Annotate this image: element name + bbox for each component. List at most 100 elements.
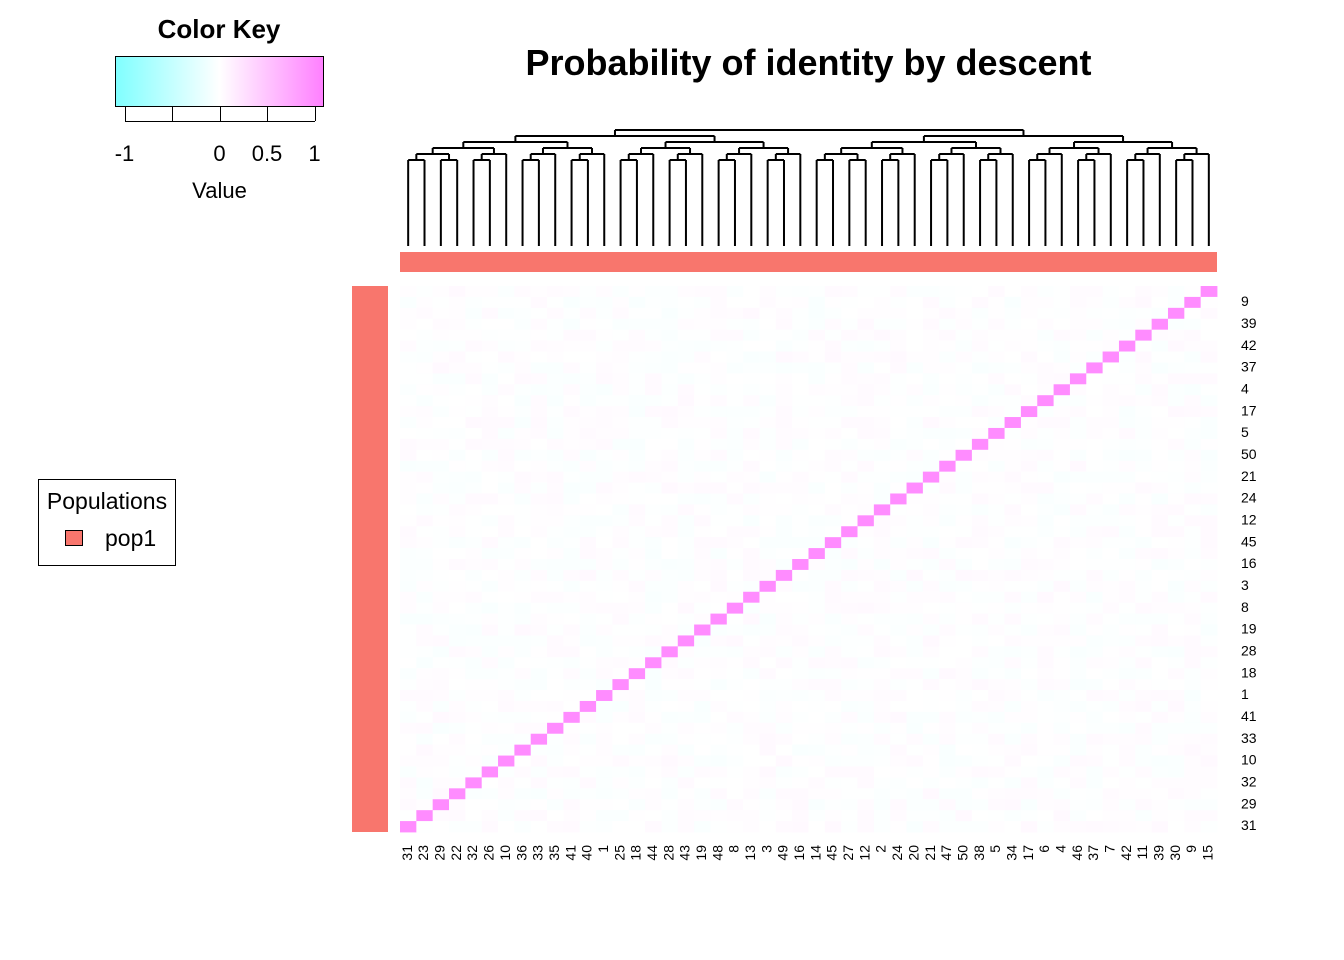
heatmap-cell <box>775 624 793 636</box>
heatmap-cell <box>481 307 499 320</box>
heatmap-cell <box>955 438 973 451</box>
heatmap-cell <box>890 504 907 516</box>
heatmap-cell <box>1151 733 1169 746</box>
heatmap-cell <box>579 777 597 789</box>
heatmap-cell <box>873 810 891 822</box>
heatmap-cell <box>694 559 711 571</box>
heatmap-cell <box>808 766 826 778</box>
heatmap-cell <box>988 318 1005 331</box>
heatmap-cell <box>645 373 662 385</box>
heatmap-cell <box>1086 307 1104 320</box>
heatmap-cell <box>432 438 450 451</box>
heatmap-cell <box>792 635 809 647</box>
heatmap-cell <box>971 548 989 560</box>
heatmap-cell <box>922 526 940 538</box>
heatmap-cell <box>1135 722 1153 735</box>
column-label: 16 <box>791 845 807 861</box>
heatmap-cell <box>759 460 777 473</box>
heatmap-cell <box>1086 417 1104 429</box>
heatmap-cell <box>547 569 564 582</box>
heatmap-cell <box>514 624 532 636</box>
heatmap-cell <box>1037 613 1054 625</box>
heatmap-cell <box>792 384 809 396</box>
heatmap-cell <box>596 799 613 811</box>
heatmap-cell <box>416 755 434 767</box>
heatmap-cell <box>939 711 956 724</box>
heatmap-cell <box>775 711 793 724</box>
color-key-tick <box>219 107 221 121</box>
heatmap-cell <box>661 482 679 494</box>
heatmap-cell <box>808 526 826 538</box>
heatmap-cell <box>988 537 1005 549</box>
heatmap-cell <box>1102 679 1120 691</box>
heatmap-cell <box>1135 635 1153 647</box>
heatmap-cell <box>1037 460 1054 473</box>
heatmap-cell <box>628 635 646 647</box>
heatmap-cell <box>873 580 891 593</box>
heatmap-cell <box>1200 777 1218 789</box>
heatmap-cell <box>726 537 744 549</box>
heatmap-cell <box>939 471 956 483</box>
heatmap-cell <box>1184 307 1202 320</box>
heatmap-cell <box>1151 395 1169 407</box>
heatmap-cell <box>792 591 809 604</box>
heatmap-cell <box>710 657 728 669</box>
heatmap-cell <box>1167 722 1185 735</box>
heatmap-cell <box>808 351 826 363</box>
heatmap-cell <box>743 711 760 724</box>
heatmap-cell <box>449 646 466 658</box>
heatmap-cell <box>612 788 630 800</box>
heatmap-cell <box>1184 438 1202 451</box>
row-label: 42 <box>1241 337 1257 353</box>
heatmap-cell <box>1037 373 1054 385</box>
heatmap-cell <box>481 548 499 560</box>
heatmap-cell <box>1004 384 1022 396</box>
heatmap-cell <box>743 384 760 396</box>
heatmap-cell <box>1184 286 1202 298</box>
heatmap-cell <box>1200 307 1218 320</box>
heatmap-cell <box>955 657 973 669</box>
heatmap-cell <box>743 471 760 483</box>
heatmap-cell <box>955 821 973 833</box>
heatmap-cell <box>1118 777 1136 789</box>
heatmap-cell <box>645 766 662 778</box>
heatmap-cell <box>1184 646 1202 658</box>
heatmap-cell <box>775 449 793 462</box>
heatmap-cell <box>579 351 597 363</box>
heatmap-cell <box>939 548 956 560</box>
heatmap-cell <box>710 526 728 538</box>
heatmap-cell <box>939 482 956 494</box>
heatmap-cell <box>449 613 466 625</box>
heatmap-cell <box>939 580 956 593</box>
heatmap-cell <box>1004 755 1022 767</box>
heatmap-cell <box>1200 580 1218 593</box>
heatmap-cell <box>1167 373 1185 385</box>
heatmap-cell <box>1069 384 1087 396</box>
heatmap-cell <box>514 427 532 440</box>
heatmap-cell-diagonal <box>661 646 679 658</box>
heatmap-cell <box>449 711 466 724</box>
heatmap-cell <box>596 460 613 473</box>
heatmap-cell <box>432 537 450 549</box>
heatmap-cell <box>890 537 907 549</box>
heatmap-cell <box>628 700 646 713</box>
heatmap-cell <box>857 406 875 418</box>
heatmap-cell <box>1037 329 1054 341</box>
heatmap-cell <box>1020 373 1038 385</box>
heatmap-cell <box>841 307 858 320</box>
heatmap-cell <box>710 559 728 571</box>
heatmap-cell <box>792 482 809 494</box>
heatmap-cell <box>1037 711 1054 724</box>
heatmap-cell <box>547 690 564 702</box>
heatmap-cell <box>808 679 826 691</box>
heatmap-cell <box>530 482 548 494</box>
heatmap-cell <box>988 821 1005 833</box>
heatmap-cell <box>400 307 417 320</box>
heatmap-cell <box>792 537 809 549</box>
heatmap-cell <box>759 766 777 778</box>
heatmap-cell <box>726 722 744 735</box>
heatmap-cell <box>661 493 679 505</box>
heatmap-cell <box>1184 427 1202 440</box>
heatmap-cell <box>694 373 711 385</box>
heatmap-cell <box>710 722 728 735</box>
